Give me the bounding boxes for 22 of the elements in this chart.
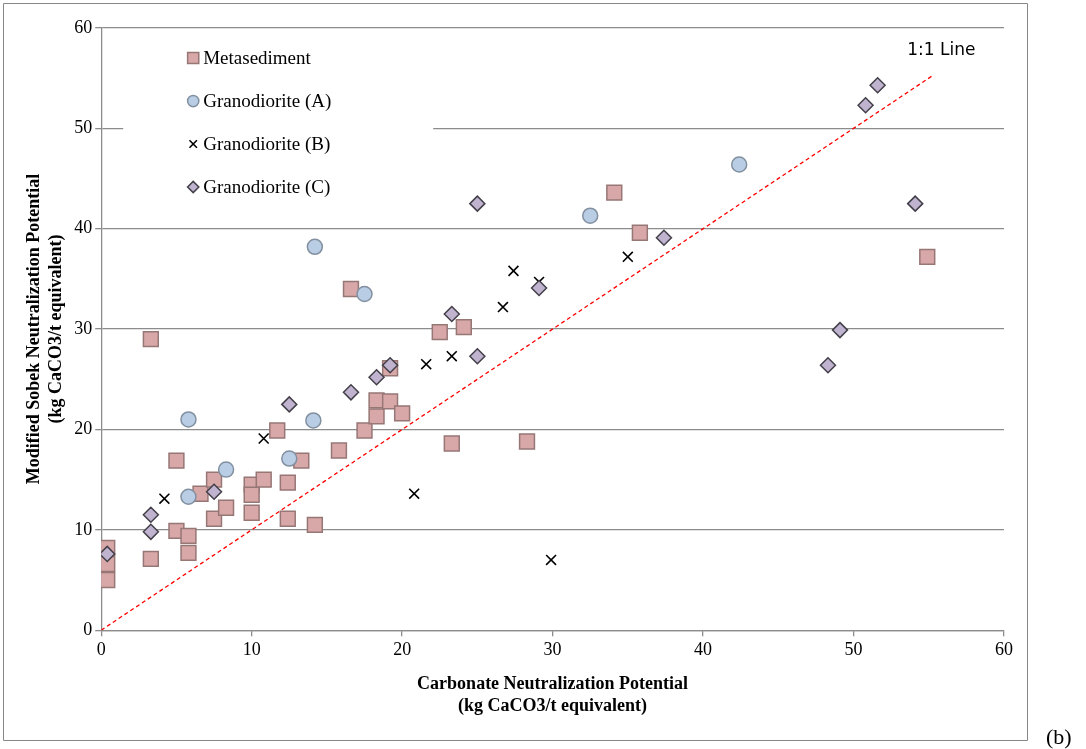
legend-label: Granodiorite (A) [203,89,332,112]
y-tick-label: 40 [74,217,93,238]
y-tick-label: 20 [74,418,93,439]
text: (b) [1046,724,1072,749]
y-tick-label: 60 [74,16,93,37]
x-tick-label: 0 [96,638,106,659]
x-tick-label: 40 [694,638,713,659]
series-label: 1:1 Line [907,39,976,60]
x-tick-label: 20 [393,638,412,659]
y-tick-label: 0 [83,618,93,639]
y-axis-title: Modified Sobek Neutralization Potential (kg CaCO3/t equivalent) [23,173,67,485]
y-tick-label: 30 [74,317,93,338]
x-tick-label: 30 [543,638,562,659]
y-tick-label: 10 [74,518,93,539]
x-axis-title: Carbonate Neutralization Potential (kg CaCO3/t equivalent) [417,673,689,716]
legend-label: Granodiorite (B) [203,132,331,155]
legend-label: Metasediment [203,46,312,68]
x-tick-label: 10 [242,638,261,659]
x-tick-label: 60 [995,638,1013,659]
y-tick-label: 50 [74,117,93,138]
x-tick-label: 50 [844,638,863,659]
legend-label: Granodiorite (C) [203,175,331,198]
